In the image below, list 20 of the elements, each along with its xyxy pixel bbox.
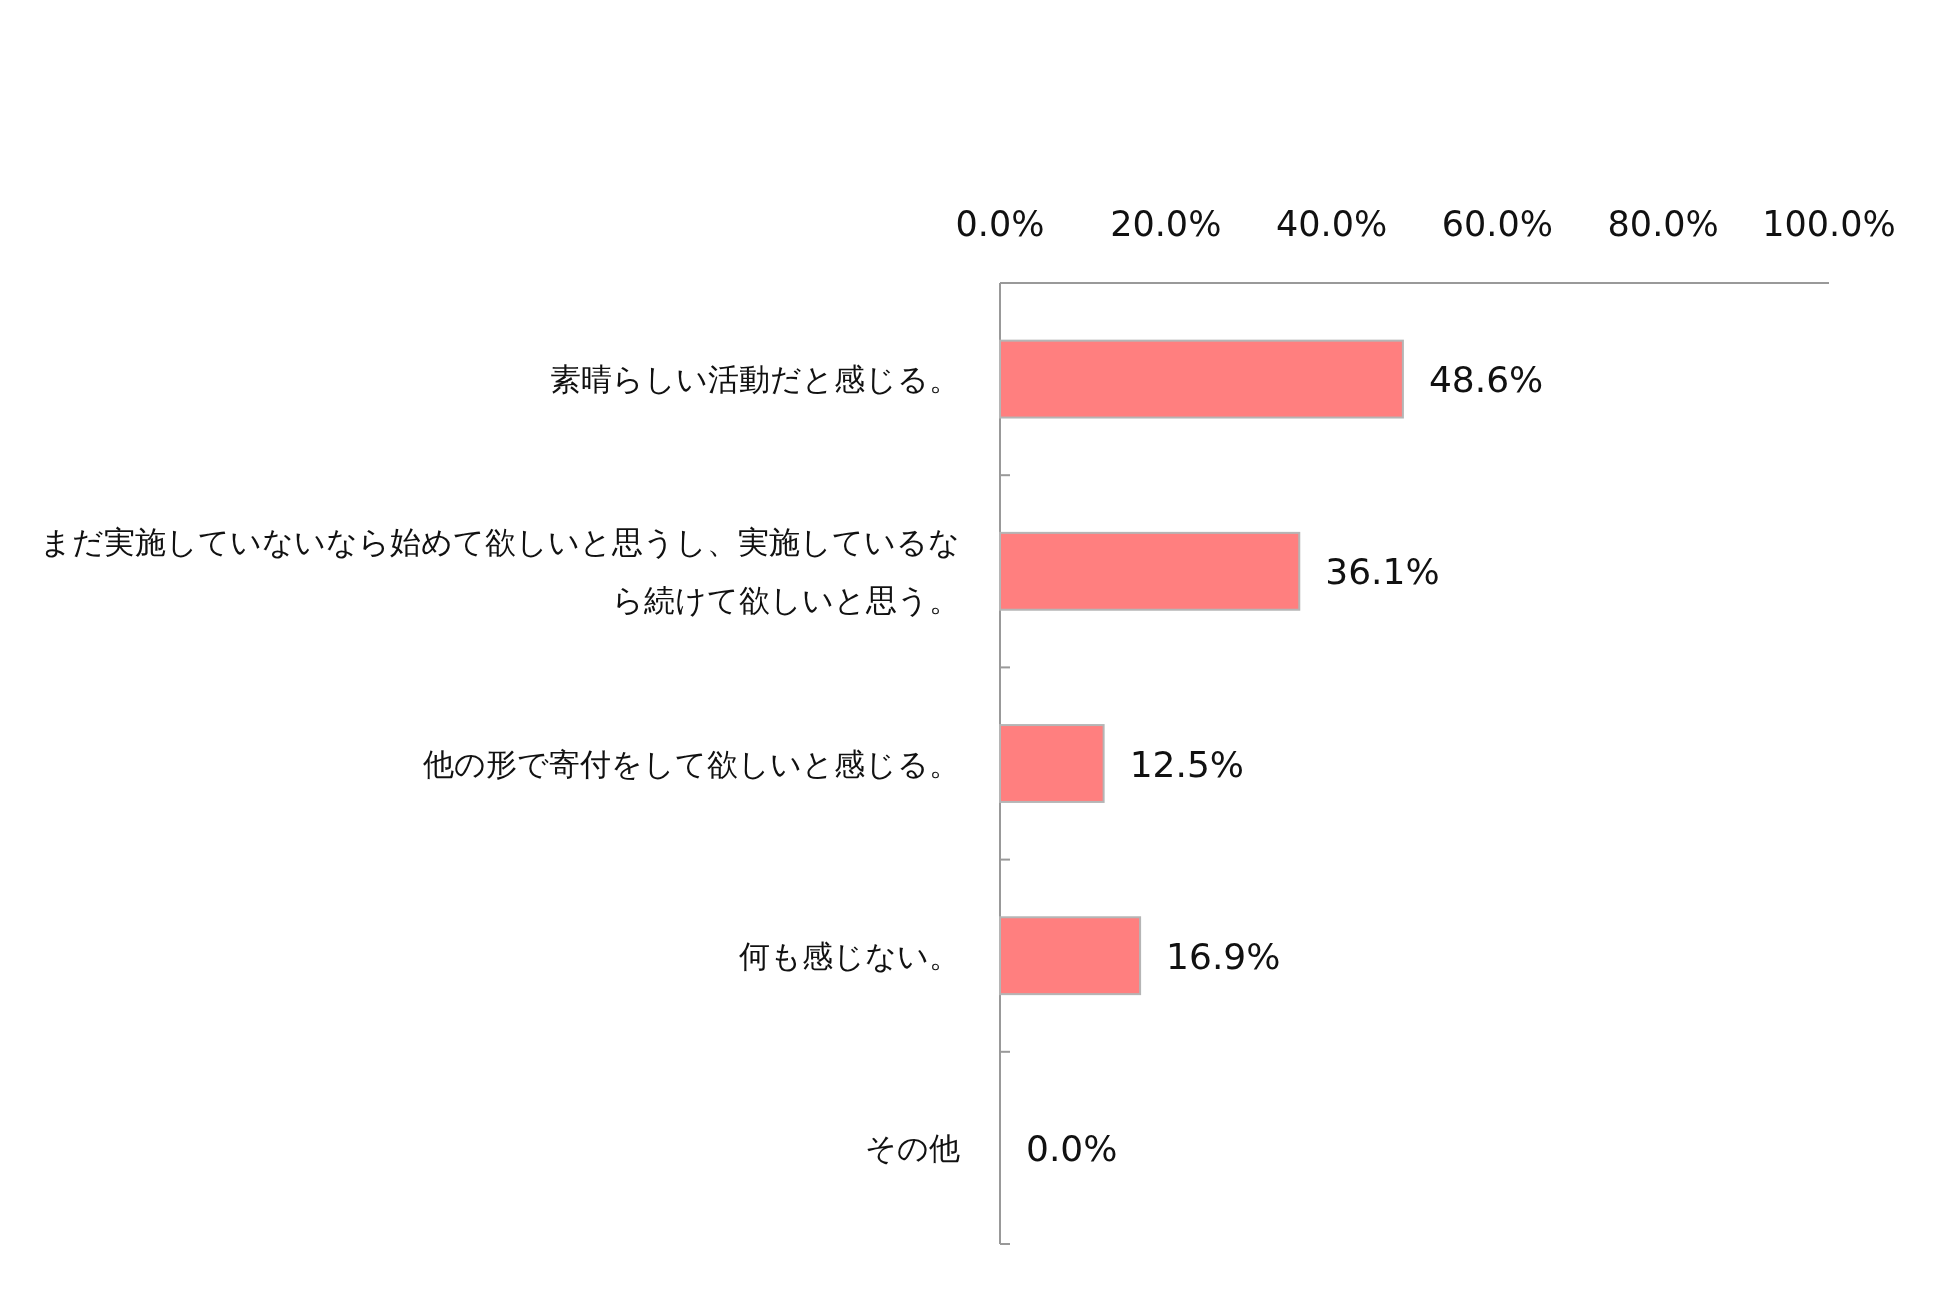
- y-tick-label: まだ実施していないなら始めて欲しいと思うし、実施しているなら続けて欲しいと思う。: [40, 524, 960, 619]
- bar: [999, 339, 1404, 419]
- data-label: 16.9%: [1166, 935, 1281, 977]
- y-tick-label: その他: [865, 1129, 960, 1166]
- data-label: 0.0%: [1026, 1127, 1118, 1169]
- y-tick-label: 何も感じない。: [739, 937, 960, 974]
- data-label: 12.5%: [1129, 743, 1244, 785]
- y-tick-label: 素晴らしい活動だと感じる。: [550, 361, 960, 398]
- bar: [999, 916, 1142, 996]
- bar: [999, 531, 1301, 611]
- data-label: 48.6%: [1428, 359, 1544, 401]
- data-label: 36.1%: [1325, 551, 1440, 593]
- x-tick-label: 100.0%: [1762, 204, 1896, 244]
- x-tick-label: 20.0%: [1110, 204, 1222, 244]
- y-tick-label: 他の形で寄付をして欲しいと感じる。: [423, 745, 960, 782]
- x-tick-label: 80.0%: [1607, 204, 1719, 244]
- x-tick-label: 40.0%: [1276, 204, 1388, 244]
- x-tick-label: 0.0%: [955, 204, 1045, 244]
- bar: [999, 724, 1105, 803]
- x-tick-label: 60.0%: [1441, 204, 1553, 244]
